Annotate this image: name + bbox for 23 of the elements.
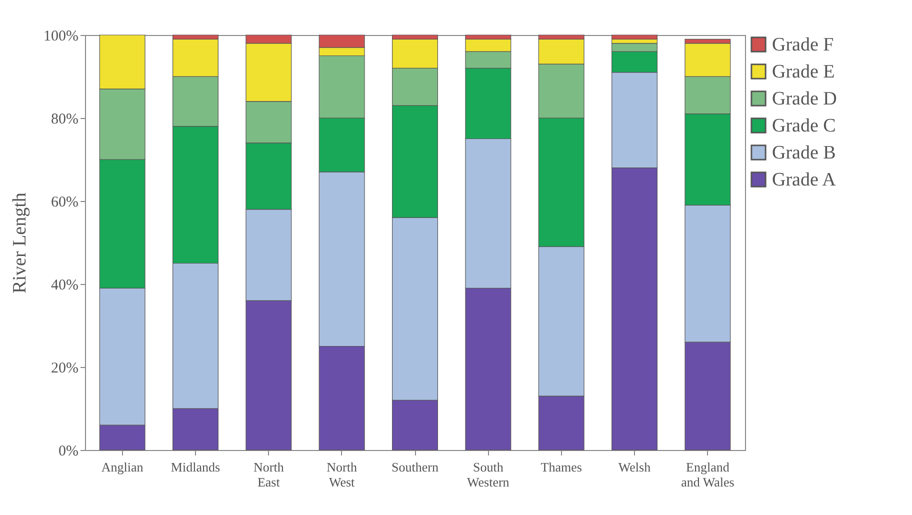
y-tick-label: 80% (51, 112, 78, 128)
legend-label: Grade E (772, 62, 835, 82)
x-tick-label: Anglian (101, 460, 144, 474)
x-tick-label: South Western (467, 460, 510, 490)
x-tick-label: North East (253, 460, 284, 490)
y-tick-label: 100% (44, 28, 78, 44)
y-tick-label: 60% (51, 194, 78, 210)
y-tick-label: 40% (51, 278, 78, 294)
legend-label: Grade C (772, 116, 836, 136)
x-tick-label: Midlands (170, 460, 220, 474)
x-tick-label: North West (326, 460, 358, 490)
x-tick-label: Welsh (618, 460, 652, 474)
legend-label: Grade F (772, 34, 834, 56)
x-tick-label: Southern (392, 460, 439, 474)
x-tick-label: England and Wales (681, 460, 734, 490)
x-tick-label: Thames (540, 460, 582, 474)
bar (612, 34, 658, 40)
y-axis-title: River Length (10, 192, 31, 294)
legend-label: Grade A (772, 170, 836, 190)
y-tick-label: 20% (51, 360, 78, 376)
y-tick-label: 0% (58, 444, 78, 460)
legend-label: Grade B (772, 142, 836, 164)
legend-label: Grade D (772, 88, 837, 110)
